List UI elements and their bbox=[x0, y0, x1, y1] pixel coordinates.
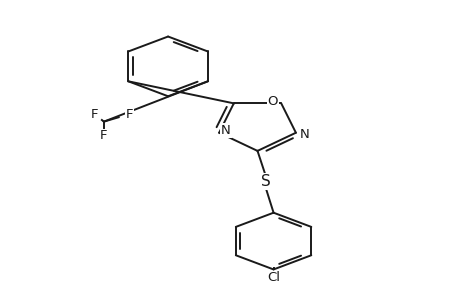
Text: F: F bbox=[100, 129, 107, 142]
Text: N: N bbox=[299, 128, 308, 141]
Text: F: F bbox=[125, 108, 133, 121]
Text: F: F bbox=[91, 108, 98, 121]
Text: O: O bbox=[267, 95, 278, 108]
Text: S: S bbox=[260, 174, 270, 189]
Text: Cl: Cl bbox=[267, 271, 280, 284]
Text: N: N bbox=[221, 124, 230, 137]
